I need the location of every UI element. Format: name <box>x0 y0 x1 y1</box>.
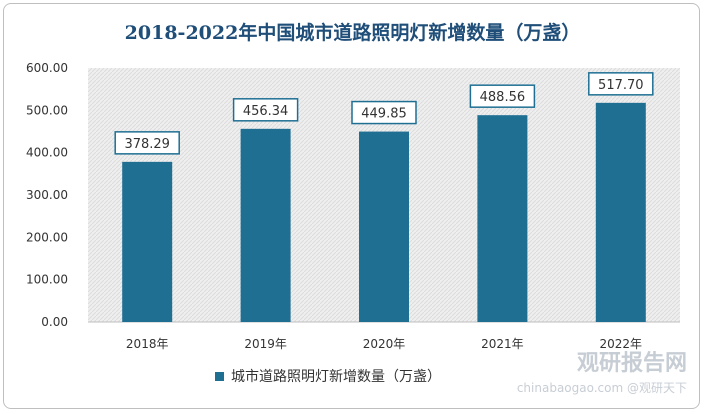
data-label: 488.56 <box>480 90 526 105</box>
data-label-box <box>351 100 417 125</box>
y-tick-label: 500.00 <box>26 103 68 117</box>
bar <box>240 128 291 322</box>
y-tick-label: 100.00 <box>26 273 68 287</box>
x-tick-label: 2020年 <box>363 337 406 351</box>
legend: 城市道路照明灯新增数量（万盏） <box>215 366 441 386</box>
legend-label: 城市道路照明灯新增数量（万盏） <box>231 369 441 385</box>
x-tick-label: 2022年 <box>600 337 643 351</box>
chart-title: 2018-2022年中国城市道路照明灯新增数量（万盏） <box>124 22 581 44</box>
data-label-box <box>469 84 536 108</box>
legend-swatch <box>215 371 224 381</box>
bar <box>122 161 173 322</box>
y-tick-label: 400.00 <box>26 146 68 160</box>
watermark: 观研报告网 chinabaogao.com @观研天下 <box>517 345 687 396</box>
x-tick-label: 2019年 <box>244 337 287 351</box>
data-label: 449.85 <box>361 107 407 122</box>
data-label: 456.34 <box>243 104 289 119</box>
bar <box>595 102 646 322</box>
y-tick-label: 200.00 <box>26 230 68 244</box>
watermark-logo: 观研报告网 <box>576 351 687 376</box>
data-label-box <box>588 72 654 96</box>
data-label: 378.29 <box>124 137 170 152</box>
x-tick-label: 2021年 <box>481 337 524 351</box>
data-label-box <box>114 131 180 155</box>
watermark-line: chinabaogao.com @观研天下 <box>516 381 687 395</box>
y-tick-label: 0.00 <box>41 315 68 329</box>
data-label-box <box>232 98 299 122</box>
y-tick-label: 300.00 <box>26 188 68 202</box>
data-label: 517.70 <box>598 78 644 93</box>
y-tick-label: 600.00 <box>26 61 68 75</box>
x-tick-label: 2018年 <box>126 337 169 351</box>
bar <box>359 131 409 322</box>
bar <box>477 115 528 322</box>
